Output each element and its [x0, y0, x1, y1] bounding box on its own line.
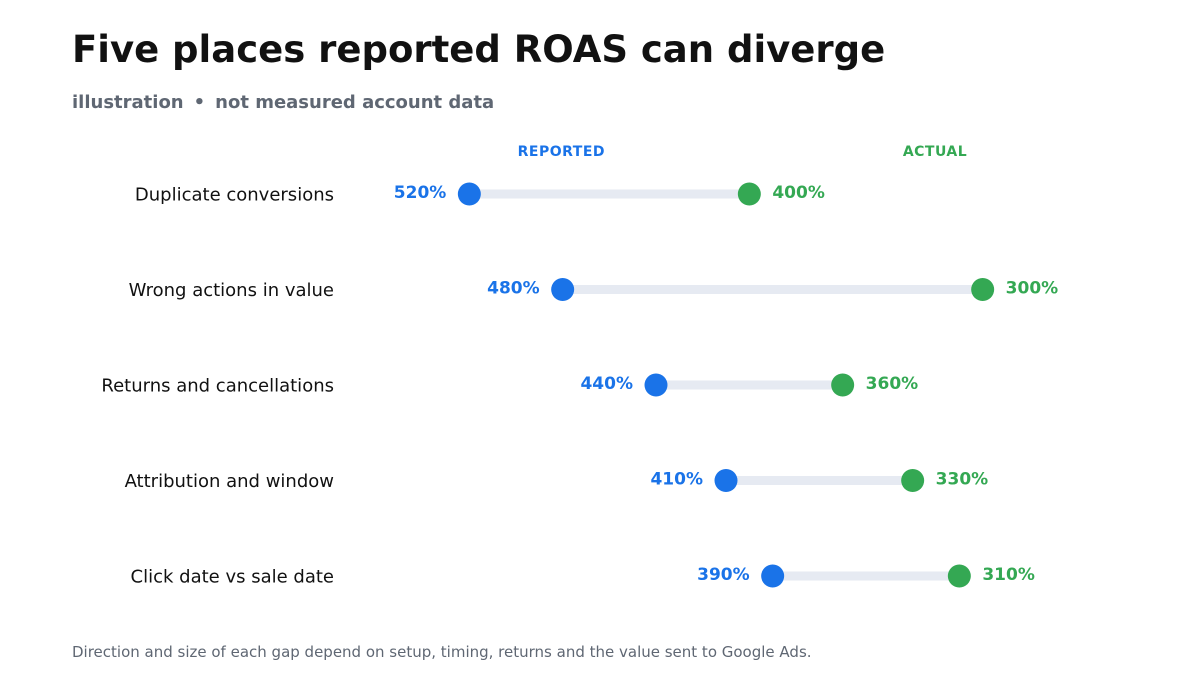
actual-value-label: 300% [1006, 279, 1059, 299]
reported-value-label: 390% [697, 565, 750, 585]
actual-dot [737, 182, 761, 206]
reported-value-label: 520% [394, 183, 447, 203]
chart-footnote: Direction and size of each gap depend on… [72, 643, 812, 661]
reported-dot [457, 182, 481, 206]
actual-dot [971, 278, 995, 301]
actual-value-label: 400% [772, 183, 825, 203]
category-label: Attribution and window [125, 471, 334, 492]
category-label: Returns and cancellations [101, 376, 334, 397]
chart-title: Five places reported ROAS can diverge [72, 28, 886, 71]
subtitle-separator: • [193, 92, 206, 113]
reported-dot [761, 564, 785, 588]
subtitle-note: not measured account data [215, 92, 495, 113]
subtitle-illustration: illustration [72, 92, 184, 113]
actual-value-label: 330% [936, 470, 989, 490]
actual-value-label: 310% [982, 565, 1035, 585]
reported-value-label: 440% [580, 374, 633, 394]
legend-reported: REPORTED [518, 144, 605, 160]
legend-actual: ACTUAL [903, 144, 967, 160]
actual-dot [901, 469, 925, 492]
reported-dot [714, 469, 738, 492]
actual-dot [947, 564, 971, 588]
reported-value-label: 480% [487, 279, 540, 299]
chart-subtitle: illustration • not measured account data [72, 92, 494, 113]
reported-dot [644, 373, 668, 397]
category-label: Wrong actions in value [129, 280, 334, 301]
actual-dot [831, 373, 855, 397]
category-label: Duplicate conversions [135, 185, 334, 206]
reported-dot [551, 278, 575, 301]
actual-value-label: 360% [866, 374, 919, 394]
reported-value-label: 410% [650, 470, 703, 490]
category-label: Click date vs sale date [131, 567, 334, 588]
